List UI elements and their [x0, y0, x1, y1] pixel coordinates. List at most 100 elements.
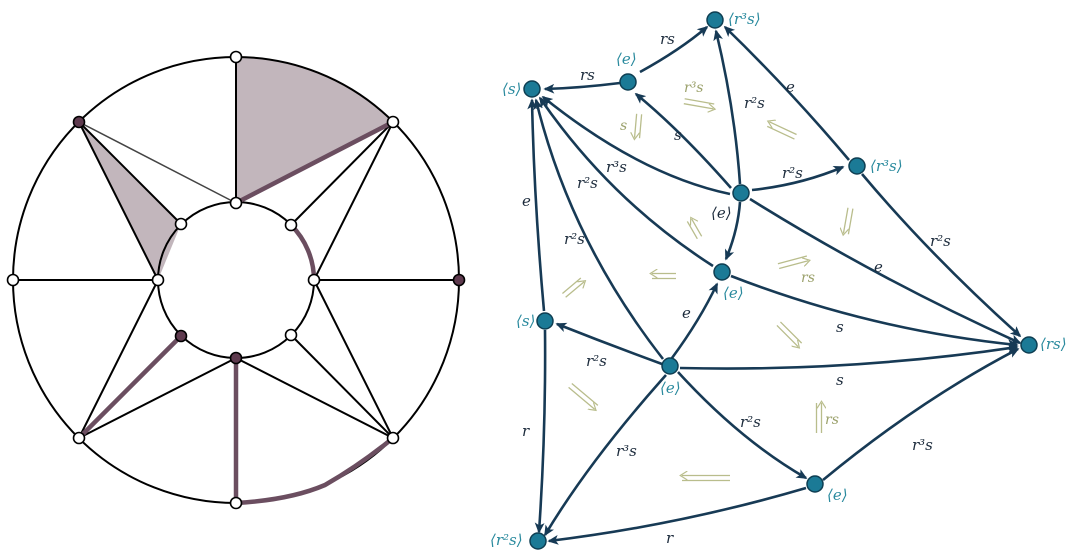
vertex-outer-bottom-left — [72, 431, 86, 445]
right-figure: ⟨s⟩ ⟨e⟩ ⟨r³s⟩ ⟨r³s⟩ ⟨e⟩ ⟨e⟩ ⟨s⟩ ⟨e⟩ ⟨rs⟩… — [490, 10, 1067, 550]
edge-label-low-to-s: r²s — [564, 230, 585, 248]
left-figure — [6, 50, 466, 510]
node-label-r3s-top: ⟨r³s⟩ — [728, 10, 761, 28]
two-cell-rs-low — [817, 403, 822, 433]
edge-center-to-r3s-top — [713, 29, 742, 185]
vertex-outer-top-right — [386, 115, 400, 129]
edge-e-mid-to-rs — [730, 274, 1019, 349]
edge-label-mid-to-s: r²s — [577, 174, 598, 192]
two-cells — [562, 98, 854, 481]
two-cell-left-mid — [652, 274, 676, 279]
nodes — [523, 11, 1038, 550]
edge-label-s-left-to-s: e — [522, 192, 531, 210]
edge-e-bottom-to-r2s — [547, 486, 807, 545]
node-label-r2s: ⟨r²s⟩ — [490, 531, 523, 549]
node-rs — [1020, 336, 1038, 354]
vertex-inner-right — [307, 273, 321, 287]
node-s-top — [523, 80, 541, 98]
node-e-bottom — [806, 475, 824, 493]
left-figure-lines — [13, 57, 459, 439]
edge-e-top-to-s-top — [543, 81, 621, 94]
node-e-low — [661, 357, 679, 375]
vertex-outer-left — [6, 273, 20, 287]
edge-label-center-to-s: r³s — [606, 158, 627, 176]
thin-line-top-left — [78, 121, 237, 204]
left-vertices — [6, 50, 466, 510]
edge-s-left-to-r2s — [534, 329, 547, 534]
edge-e-low-to-s-left — [555, 322, 663, 366]
edge-e-low-to-s-top — [533, 98, 665, 360]
node-r3s-right — [848, 157, 866, 175]
edge-center-to-rs — [749, 197, 1022, 345]
vertex-outer-top — [229, 50, 243, 64]
node-labels: ⟨s⟩ ⟨e⟩ ⟨r³s⟩ ⟨r³s⟩ ⟨e⟩ ⟨e⟩ ⟨s⟩ ⟨e⟩ ⟨rs⟩… — [490, 10, 1067, 549]
edge-label-low-to-rs: s — [836, 371, 844, 389]
two-cell-top — [683, 98, 714, 109]
edge-label-e-bottom-to-rs: r³s — [912, 436, 933, 454]
two-cell-low-left — [568, 383, 598, 410]
edge-label-e-top-to-s: rs — [580, 66, 595, 84]
edge-labels: rs rs e r²s s r³s r²s r²s e r²s s s e e … — [522, 30, 951, 547]
edge-label-center-to-rs: e — [874, 258, 883, 276]
edge-e-bottom-to-rs — [822, 347, 1020, 482]
edge-label-low-to-s-left: r²s — [586, 352, 607, 370]
node-label-s-left: ⟨s⟩ — [516, 312, 535, 330]
edge-center-to-e-top — [634, 92, 732, 189]
node-r2s — [529, 532, 547, 550]
two-cell-left — [562, 278, 584, 298]
edge-e-mid-to-s-top — [538, 96, 714, 268]
node-label-r3s-right: ⟨r³s⟩ — [870, 157, 903, 175]
two-cell-label-rs-low: rs — [825, 412, 839, 428]
edge-center-to-e-mid — [724, 201, 742, 261]
two-cell-label-r3s: r³s — [684, 80, 704, 96]
vertex-inner-left — [151, 273, 165, 287]
two-cell-top-right — [767, 122, 797, 140]
node-label-rs: ⟨rs⟩ — [1040, 335, 1067, 353]
vertex-inner-bottom — [229, 351, 243, 365]
node-s-left — [536, 312, 554, 330]
node-label-e-center: ⟨e⟩ — [711, 204, 732, 222]
edge-label-mid-to-rs: s — [836, 318, 844, 336]
node-label-e-low: ⟨e⟩ — [660, 379, 681, 397]
edge-label-e-bottom-to-r2s: r — [666, 529, 674, 547]
edge-label-low-to-e-bottom: r²s — [740, 413, 761, 431]
two-cell-right-mid — [776, 321, 802, 347]
two-cell-label-rs-mid: rs — [801, 270, 815, 286]
edge-e-low-to-rs — [679, 343, 1019, 370]
two-cell-s — [635, 113, 643, 138]
edge-label-low-to-r2s: r³s — [616, 442, 637, 460]
edge-center-to-r3s-right — [751, 165, 845, 192]
edge-r3s-right-to-r3s-top — [723, 25, 850, 161]
edge-label-center-to-e-top: s — [674, 126, 682, 144]
vertex-inner-bottom-right — [284, 328, 298, 342]
vertex-inner-top-right — [284, 218, 298, 232]
node-label-e-top: ⟨e⟩ — [616, 50, 637, 68]
edge-e-low-to-r2s — [543, 374, 667, 537]
edge-label-s-left-to-r2s: r — [522, 422, 530, 440]
edge-label-center-to-r3s-top: r²s — [744, 94, 765, 112]
edge-e-low-to-e-mid — [670, 282, 719, 359]
vertex-outer-top-left — [72, 115, 86, 129]
two-cell-bottom — [682, 476, 730, 481]
vertex-inner-bottom-left — [174, 329, 188, 343]
node-r3s-top — [706, 11, 724, 29]
two-cell-right — [843, 207, 854, 234]
vertex-outer-right — [452, 273, 466, 287]
node-label-e-bottom: ⟨e⟩ — [827, 486, 848, 504]
node-label-s-top: ⟨s⟩ — [502, 80, 521, 98]
edges — [527, 25, 1022, 545]
edge-label-center-to-r3s-right: r²s — [782, 164, 803, 182]
edge-label-r3s-right-to-rs: r²s — [930, 232, 951, 250]
node-e-mid — [713, 263, 731, 281]
shaded-sector-top — [236, 57, 393, 203]
vertex-inner-top — [229, 196, 243, 210]
node-e-center — [732, 184, 750, 202]
edge-r3s-right-to-rs — [861, 173, 1022, 338]
vertex-outer-bottom-right — [386, 431, 400, 445]
edge-e-low-to-e-bottom — [677, 371, 808, 480]
edge-e-top-to-r3s-top — [639, 25, 709, 74]
vertex-outer-bottom — [229, 496, 243, 510]
edge-s-left-to-s-top — [527, 98, 546, 312]
node-e-top — [619, 73, 637, 91]
